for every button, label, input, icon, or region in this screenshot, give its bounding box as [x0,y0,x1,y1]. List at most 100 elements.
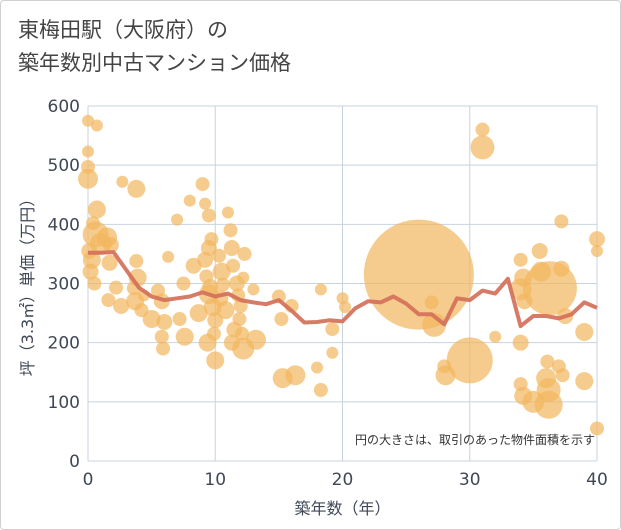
x-tick-label: 0 [83,470,94,490]
bubble-point [437,359,452,374]
chart-title: 東梅田駅（大阪府）の 築年数別中古マンション価格 [18,14,291,80]
bubble-point [514,268,533,287]
bubble-point [516,293,533,310]
bubble-point [134,303,149,318]
y-tick-label: 600 [48,97,80,117]
bubble-point [90,119,103,132]
bubble-point [176,276,191,291]
bubble-point [513,377,528,392]
bubble-point [206,326,221,341]
bubble-point [326,346,339,359]
bubble-point [311,361,324,374]
bubble-point [142,310,161,328]
bubble-point [172,312,187,326]
bubble-point [223,334,240,351]
bubble-point [156,313,173,330]
bubble-point [590,421,604,436]
bubble-point [512,334,529,351]
bubble-point [274,312,289,326]
bubble-point [108,280,123,295]
bubble-point [285,365,306,386]
bubble-point [199,269,214,284]
bubble-point [195,177,210,192]
bubble-point [363,219,474,330]
bubble-point [82,145,94,158]
bubble-point [489,330,502,343]
bubble-point [101,293,116,308]
bubble-point [446,337,493,384]
x-ticks: 0 10 20 30 40 [83,470,608,490]
bubble-point [531,261,552,282]
bubble-point [101,254,118,271]
bubble-point [171,213,184,226]
bubble-point [232,312,247,326]
bubble-point [183,194,196,207]
bubble-point [212,248,227,263]
bubble-point [237,271,250,284]
bubble-point [154,329,169,344]
bubble-point [234,326,249,341]
bubble-point [204,232,219,247]
bubble-point [325,322,340,337]
bubble-point [175,327,194,346]
bubble-point [189,304,208,323]
y-tick-label: 100 [48,393,80,413]
trend-line [88,250,598,329]
bubble-point [201,208,216,223]
bubble-point [314,283,327,296]
bubble-point [87,276,102,291]
bubble-point [156,341,171,356]
bubble-point [575,372,594,391]
bubble-point [207,312,224,329]
y-axis-label: 坪（3.3㎡）単価（万円） [18,191,37,376]
y-tick-label: 300 [48,275,80,295]
bubble-point [162,250,175,263]
bubble-point [199,197,212,210]
bubble-point [102,237,119,254]
bubble-point [223,223,238,238]
x-tick-label: 10 [204,470,226,490]
bubble-point [555,368,570,383]
bubble-point [221,206,234,219]
size-annotation: 円の大きさは、取引のあった物件面積を示す [355,432,595,447]
bubble-point [82,114,94,127]
y-tick-label: 500 [48,156,80,176]
x-tick-label: 40 [586,470,608,490]
y-tick-label: 400 [48,215,80,235]
bubble-point [215,277,230,292]
bubble-point [86,216,101,231]
y-tick-label: 200 [48,334,80,354]
bubble-point [536,368,557,389]
bubble-point [554,214,569,229]
bubble-point [589,231,605,248]
bubble-point [237,246,252,261]
bubble-point [116,175,129,188]
bubble-point [540,354,555,369]
bubble-point [212,262,231,281]
bubble-point [513,252,528,267]
bubble-point [78,168,98,189]
y-tick-label: 0 [69,452,80,472]
bubble-point [313,383,328,397]
bubble-point [575,323,594,342]
bubble-point [424,295,439,310]
bubble-point [226,258,241,273]
bubble-point [113,297,130,314]
bubble-point [514,386,533,405]
bubble-point [470,135,495,160]
bubbles [78,114,605,436]
bubble-point [206,351,225,370]
bubble-point [553,260,570,277]
bubble-point [127,179,146,198]
bubble-point [531,242,548,259]
bubble-point [87,200,106,219]
bubble-point [223,240,240,256]
bubble-point [339,301,352,314]
bubble-point [197,251,214,268]
bubble-point [247,283,260,296]
title-line-2: 築年数別中古マンション価格 [18,51,291,75]
bubble-point [82,263,99,280]
bubble-point [591,244,603,257]
y-ticks: 0 100 200 300 400 500 600 [48,97,80,472]
